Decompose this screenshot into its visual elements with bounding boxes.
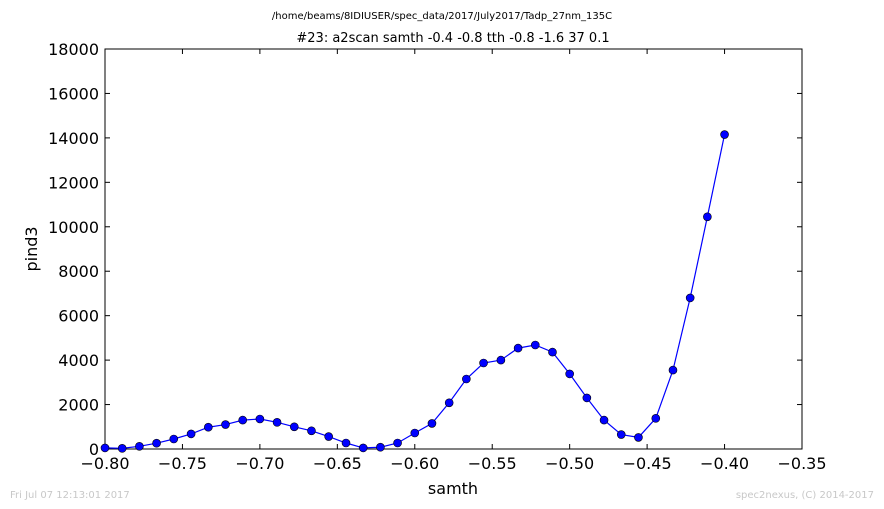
x-tick-label: −0.40 <box>700 454 749 473</box>
data-point <box>100 443 110 453</box>
data-point <box>341 438 351 448</box>
y-tick-label: 10000 <box>48 218 99 237</box>
data-point <box>616 430 626 439</box>
data-point <box>169 434 179 444</box>
data-point <box>599 415 609 425</box>
data-point <box>204 422 213 432</box>
chart-suptitle: /home/beams/8IDIUSER/spec_data/2017/July… <box>272 11 612 22</box>
data-point <box>634 433 643 442</box>
y-tick-label: 6000 <box>58 307 99 326</box>
x-tick-label: −0.65 <box>313 454 362 473</box>
data-series <box>100 130 729 453</box>
data-point <box>393 438 402 448</box>
data-point <box>496 355 506 365</box>
data-point <box>272 418 282 427</box>
x-tick-label: −0.45 <box>623 454 672 473</box>
data-point <box>410 428 420 438</box>
data-point <box>444 398 454 408</box>
y-tick-label: 4000 <box>58 351 99 370</box>
plot-area <box>104 48 803 450</box>
data-point <box>307 426 316 436</box>
data-point <box>479 358 488 368</box>
y-tick-label: 18000 <box>48 40 99 59</box>
data-point <box>255 414 265 424</box>
y-tick-label: 8000 <box>58 262 99 281</box>
y-tick-label: 12000 <box>48 173 99 192</box>
data-point <box>238 415 247 425</box>
x-tick-label: −0.80 <box>80 454 129 473</box>
data-point <box>565 369 574 379</box>
data-point <box>685 293 695 303</box>
y-tick-label: 2000 <box>58 396 99 415</box>
chart-title: #23: a2scan samth -0.4 -0.8 tth -0.8 -1.… <box>296 31 609 46</box>
x-tick-label: −0.70 <box>235 454 284 473</box>
data-point <box>427 419 437 428</box>
y-axis-label: pind3 <box>22 226 41 271</box>
data-point <box>117 444 127 453</box>
data-point <box>324 432 333 441</box>
data-point <box>513 343 523 353</box>
x-tick-label: −0.55 <box>468 454 517 473</box>
data-point <box>358 443 368 453</box>
y-tick-label: 0 <box>89 440 99 459</box>
x-tick-label: −0.35 <box>777 454 826 473</box>
data-point <box>530 340 540 350</box>
y-tick-label: 14000 <box>48 129 99 148</box>
data-point <box>221 420 230 429</box>
data-point <box>582 393 592 403</box>
x-tick-label: −0.60 <box>390 454 439 473</box>
data-point <box>720 130 729 139</box>
data-point <box>376 442 385 452</box>
data-point <box>548 347 557 357</box>
footer-timestamp: Fri Jul 07 12:13:01 2017 <box>10 490 130 501</box>
data-point <box>651 414 661 423</box>
x-tick-label: −0.50 <box>545 454 594 473</box>
y-tick-label: 16000 <box>48 84 99 103</box>
data-point <box>668 365 678 375</box>
data-point <box>152 438 161 448</box>
footer-credit: spec2nexus, (C) 2014-2017 <box>735 490 874 501</box>
data-point <box>703 212 712 222</box>
data-point <box>135 442 144 451</box>
x-tick-label: −0.75 <box>158 454 207 473</box>
data-point <box>186 429 196 439</box>
data-point <box>289 422 299 432</box>
data-point <box>462 374 471 384</box>
x-axis-label: samth <box>428 479 478 498</box>
axis-ticks: −0.80 −0.75 −0.70 −0.65 −0.60 −0.55 −0.50 −0.45… <box>48 40 826 473</box>
